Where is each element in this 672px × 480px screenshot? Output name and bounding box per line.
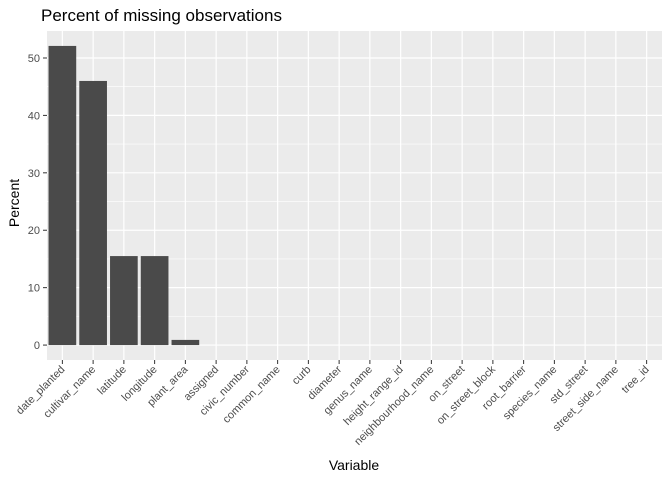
y-axis-title: Percent bbox=[6, 179, 22, 227]
x-tick-label: species_name bbox=[501, 364, 560, 423]
x-axis: date_plantedcultivar_namelatitudelongitu… bbox=[14, 360, 652, 448]
x-tick-label: curb bbox=[290, 364, 314, 388]
x-tick-label: tree_id bbox=[619, 364, 651, 396]
x-tick-label: common_name bbox=[221, 364, 283, 426]
chart-title: Percent of missing observations bbox=[41, 6, 282, 25]
y-tick-label: 0 bbox=[34, 340, 40, 352]
bars bbox=[48, 45, 200, 346]
y-tick-label: 40 bbox=[28, 110, 40, 122]
y-tick-label: 20 bbox=[28, 225, 40, 237]
bar-longitude bbox=[140, 256, 169, 346]
y-tick-label: 10 bbox=[28, 283, 40, 295]
bar-date_planted bbox=[48, 45, 77, 346]
bar-latitude bbox=[110, 256, 138, 346]
bar-cultivar_name bbox=[79, 80, 107, 346]
bar-plant_area bbox=[171, 339, 200, 346]
x-axis-title: Variable bbox=[329, 457, 380, 473]
y-tick-label: 30 bbox=[28, 168, 40, 180]
plot-panel bbox=[47, 31, 662, 360]
y-axis: 0 10 20 30 40 50 bbox=[28, 53, 47, 352]
y-tick-label: 50 bbox=[28, 53, 40, 65]
